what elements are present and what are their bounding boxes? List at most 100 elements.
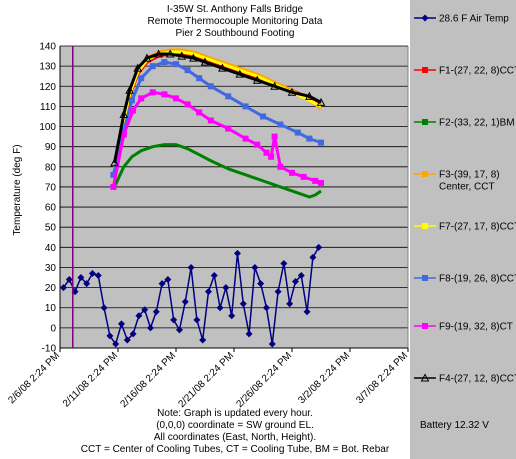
- legend-item: 28.6 F Air Temp: [414, 14, 509, 25]
- series-line: [113, 143, 322, 199]
- legend-marker: [422, 67, 428, 73]
- series-point: [128, 97, 135, 104]
- series-point: [300, 173, 307, 180]
- series-point: [138, 95, 145, 102]
- series-group: [59, 48, 326, 348]
- y-tick-label: 10: [45, 303, 57, 314]
- series-point: [200, 57, 210, 66]
- note-line-1: Note: Graph is updated every hour.: [157, 408, 313, 419]
- series-point: [235, 69, 245, 78]
- series-point: [242, 135, 249, 142]
- series-point: [173, 95, 179, 102]
- series-point: [133, 63, 143, 72]
- series-point: [318, 179, 324, 186]
- legend-label: F8-(19, 26, 8)CCT: [439, 274, 516, 285]
- series-point: [141, 306, 149, 314]
- series-point: [262, 304, 270, 312]
- series-point: [154, 49, 163, 58]
- legend-label: F1-(27, 22, 8)CCT: [439, 66, 516, 77]
- series-point: [158, 280, 166, 288]
- legend-item: F3-(39, 17, 8) Center, CCT: [414, 170, 500, 193]
- series-point: [135, 312, 143, 320]
- series-point: [207, 83, 214, 90]
- y-tick-label: 110: [40, 102, 56, 113]
- series-point: [112, 340, 120, 348]
- series-point: [228, 312, 236, 320]
- y-axis-ticks: -10 0 10 20 30 40 50 60 70 80 90 100 110 120 130 140: [39, 42, 56, 355]
- series-point: [204, 288, 212, 296]
- series-point: [294, 129, 301, 136]
- series-point: [161, 91, 168, 98]
- legend-item: F7-(27, 17, 8)CCT: [414, 222, 516, 233]
- series-2: [113, 143, 322, 199]
- series-point: [263, 149, 270, 156]
- series-point: [100, 304, 108, 312]
- series-point: [251, 263, 259, 271]
- series-point: [286, 300, 294, 308]
- series-point: [110, 183, 117, 190]
- series-point: [175, 326, 183, 334]
- legend-item: F4-(27, 12, 8)CCT: [414, 373, 516, 385]
- y-tick-label: 40: [45, 243, 57, 254]
- series-6: [110, 89, 324, 190]
- series-point: [184, 101, 191, 108]
- series-point: [181, 298, 189, 306]
- series-point: [110, 158, 119, 167]
- series-point: [125, 85, 134, 94]
- y-tick-label: 130: [39, 62, 56, 73]
- chart-title-line-2: Remote Thermocouple Monitoring Data: [148, 16, 323, 27]
- series-point: [146, 324, 154, 332]
- legend-panel: [410, 0, 516, 459]
- series-5: [110, 59, 324, 178]
- series-point: [225, 93, 232, 100]
- series-point: [268, 153, 275, 160]
- series-point: [59, 284, 67, 292]
- y-tick-label: 120: [39, 82, 56, 93]
- series-point: [138, 75, 145, 82]
- legend-label: F7-(27, 17, 8)CCT: [439, 222, 516, 233]
- legend-marker: [420, 373, 430, 382]
- series-point: [165, 49, 175, 58]
- series-point: [152, 308, 160, 316]
- series-point: [161, 59, 168, 66]
- series-point: [196, 109, 203, 116]
- y-tick-label: 80: [45, 162, 57, 173]
- y-tick-label: -10: [42, 344, 57, 355]
- series-point: [83, 280, 91, 288]
- series-point: [268, 340, 276, 348]
- series-point: [297, 272, 305, 280]
- series-point: [312, 177, 319, 184]
- chart-title-line-1: I-35W St. Anthony Falls Bridge: [167, 4, 304, 15]
- series-0: [59, 243, 323, 348]
- series-7: [110, 49, 326, 167]
- y-tick-label: 0: [50, 323, 56, 334]
- series-point: [270, 81, 279, 90]
- series-point: [260, 113, 266, 120]
- series-point: [271, 133, 278, 140]
- series-point: [252, 75, 262, 84]
- series-point: [315, 243, 323, 251]
- legend-marker: [422, 171, 428, 177]
- legend-item: F9-(19, 32, 8)CT: [414, 322, 513, 333]
- y-tick-label: 70: [45, 182, 57, 193]
- legend-item: F8-(19, 26, 8)CCT: [414, 274, 516, 285]
- y-tick-label: 140: [39, 42, 56, 53]
- series-point: [239, 300, 247, 308]
- y-tick-label: 20: [45, 283, 57, 294]
- legend-label: F2-(33, 22, 1)BM: [439, 118, 515, 129]
- legend-marker: [422, 275, 428, 281]
- note-line-3: All coordinates (East, North, Height).: [154, 432, 316, 443]
- series-point: [149, 63, 156, 70]
- y-tick-label: 90: [45, 142, 57, 153]
- series-point: [225, 125, 232, 132]
- series-point: [177, 51, 187, 60]
- series-point: [218, 63, 227, 72]
- series-point: [88, 270, 96, 278]
- legend-item: F2-(33, 22, 1)BM: [414, 118, 515, 129]
- series-point: [277, 121, 284, 128]
- series-point: [106, 332, 114, 340]
- series-point: [303, 308, 311, 316]
- note-line-4: CCT = Center of Cooling Tubes, CT = Cool…: [81, 444, 390, 455]
- series-point: [210, 272, 218, 280]
